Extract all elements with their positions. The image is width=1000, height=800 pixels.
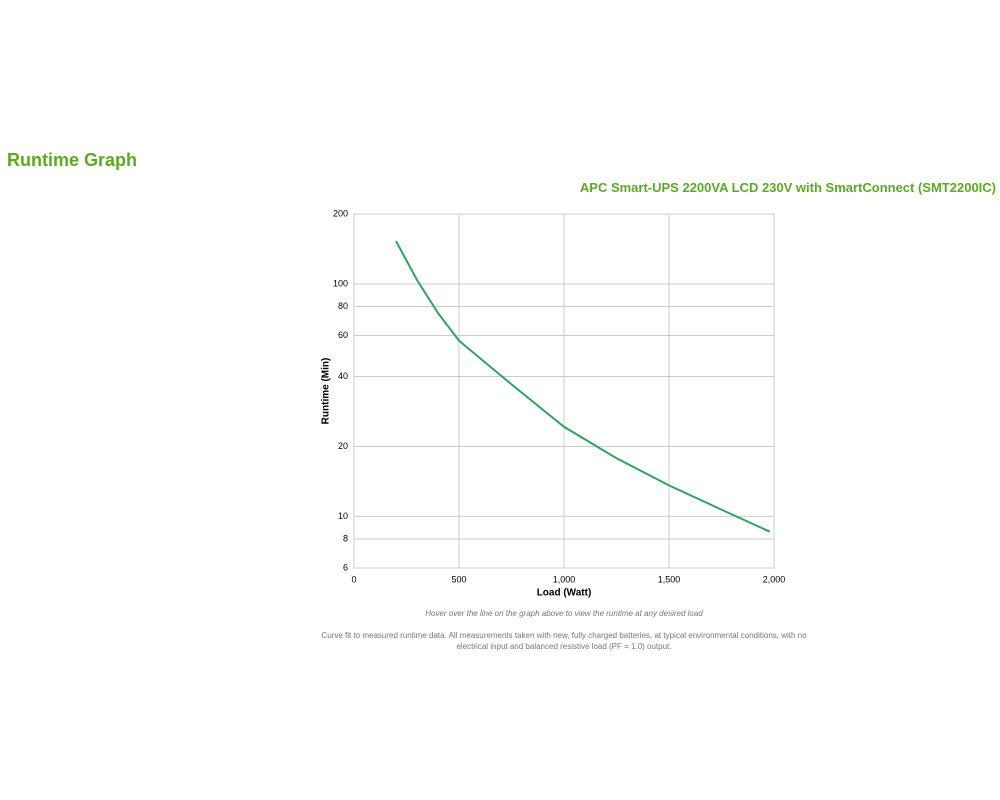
y-tick-label: 20 <box>338 441 348 451</box>
y-tick-label: 8 <box>343 533 348 543</box>
y-tick-label: 40 <box>338 371 348 381</box>
x-tick-label: 2,000 <box>763 574 786 584</box>
y-axis-label: Runtime (Min) <box>321 358 332 425</box>
x-axis-label: Load (Watt) <box>537 588 592 599</box>
y-tick-label: 100 <box>333 278 348 288</box>
runtime-line <box>395 240 771 533</box>
y-tick-label: 200 <box>333 208 348 218</box>
footnote: Curve fit to measured runtime data. All … <box>321 631 807 651</box>
x-tick-label: 500 <box>451 574 466 584</box>
x-tick-label: 1,000 <box>553 574 576 584</box>
page-heading: Runtime Graph <box>7 150 138 170</box>
y-tick-label: 6 <box>343 562 348 572</box>
y-tick-label: 80 <box>338 301 348 311</box>
y-tick-label: 60 <box>338 330 348 340</box>
chart-title: APC Smart-UPS 2200VA LCD 230V with Smart… <box>579 180 996 195</box>
x-tick-label: 1,500 <box>658 574 681 584</box>
x-tick-label: 0 <box>351 574 356 584</box>
y-tick-label: 10 <box>338 511 348 521</box>
hover-note: Hover over the line on the graph above t… <box>425 609 703 618</box>
